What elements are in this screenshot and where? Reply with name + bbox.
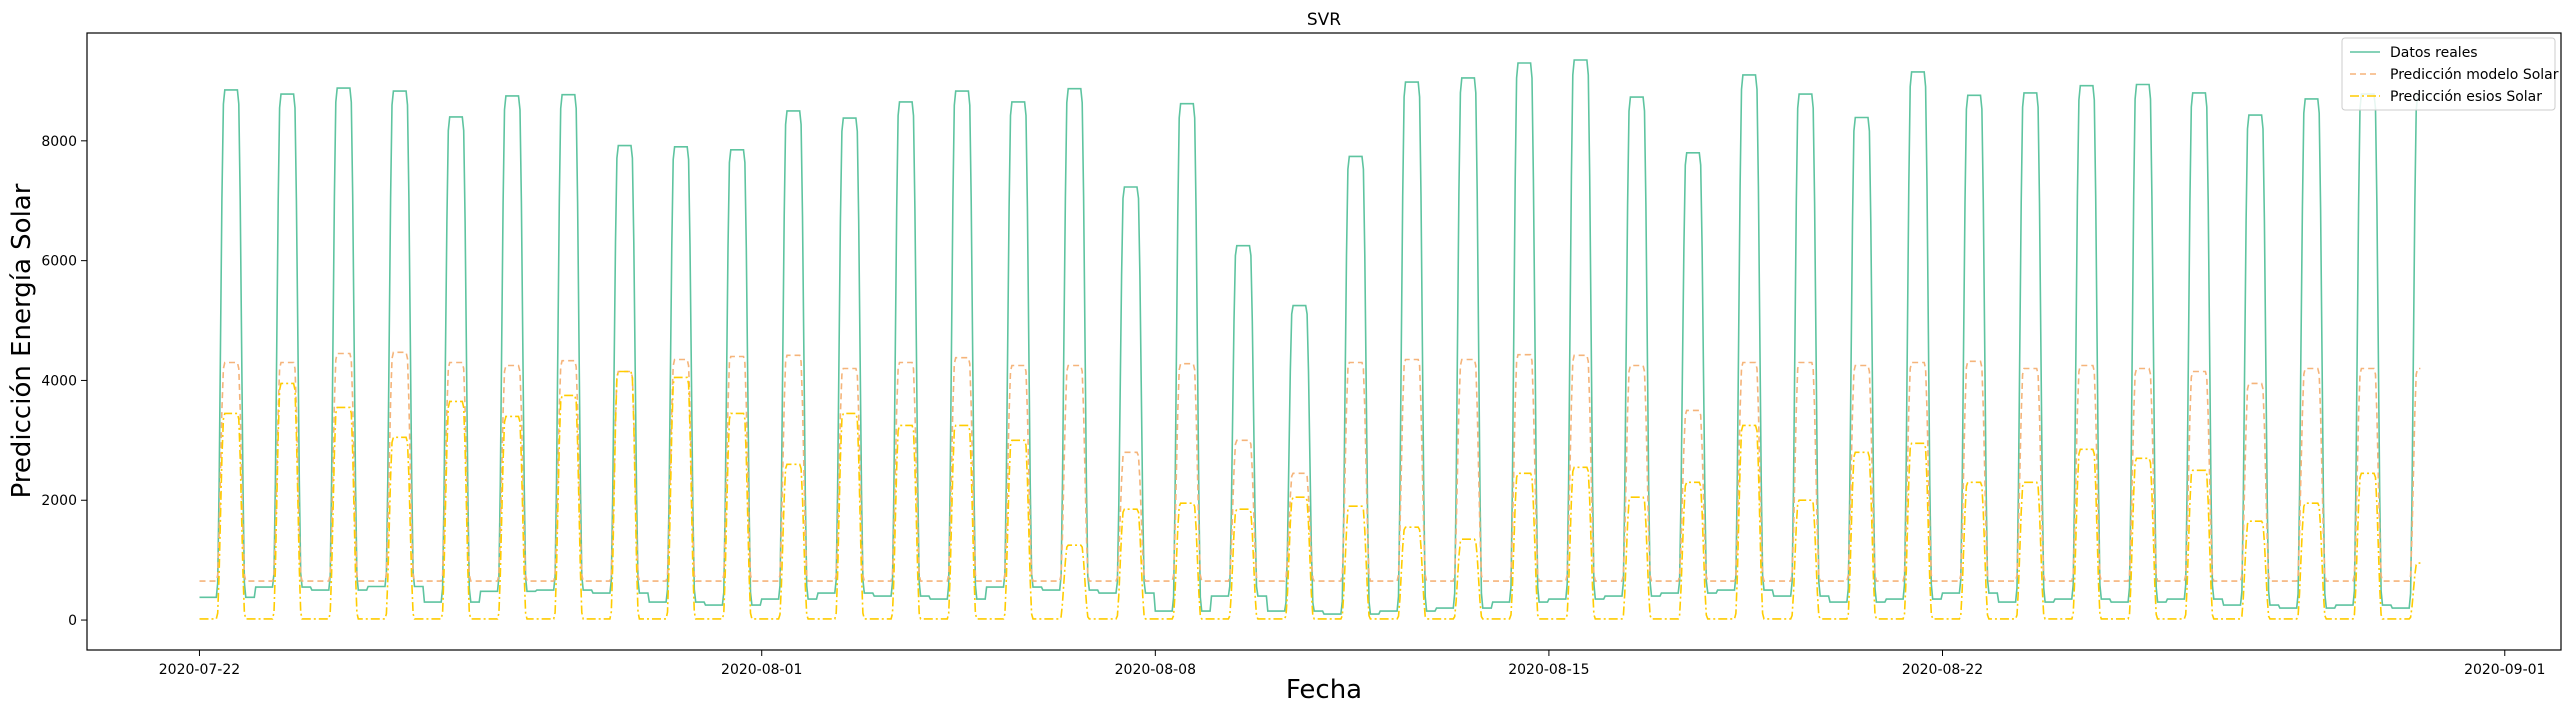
x-tick-label: 2020-07-22 [159, 662, 240, 678]
legend-entry: Datos reales [2390, 45, 2478, 61]
series-line [199, 370, 2421, 620]
y-tick-label: 4000 [41, 373, 77, 389]
x-axis-label: Fecha [1286, 675, 1362, 705]
x-tick-label: 2020-09-01 [2464, 662, 2545, 678]
plot-frame [86, 32, 2562, 651]
legend: Datos reales Predicción modelo Solar Predi… [2341, 37, 2559, 111]
y-axis: 0 2000 4000 6000 8000 [41, 134, 87, 629]
chart-title: SVR [1307, 10, 1341, 30]
y-tick-label: 0 [68, 613, 77, 629]
legend-entry: Predicción modelo Solar [2390, 67, 2559, 83]
legend-entry: Predicción esios Solar [2390, 89, 2542, 105]
x-tick-label: 2020-08-22 [1902, 662, 1983, 678]
y-axis-label: Predicción Energía Solar [7, 183, 37, 498]
x-tick-label: 2020-08-15 [1508, 662, 1589, 678]
legend-box [2341, 37, 2556, 111]
series-layer [199, 59, 2421, 620]
y-tick-label: 2000 [41, 493, 77, 509]
x-axis: 2020-07-22 2020-08-01 2020-08-08 2020-08-15… [159, 650, 2545, 678]
series-line [199, 59, 2421, 615]
y-tick-label: 8000 [41, 134, 77, 150]
x-tick-label: 2020-08-08 [1115, 662, 1196, 678]
x-tick-label: 2020-08-01 [721, 662, 802, 678]
y-tick-label: 6000 [41, 254, 77, 270]
series-line [199, 351, 2421, 582]
